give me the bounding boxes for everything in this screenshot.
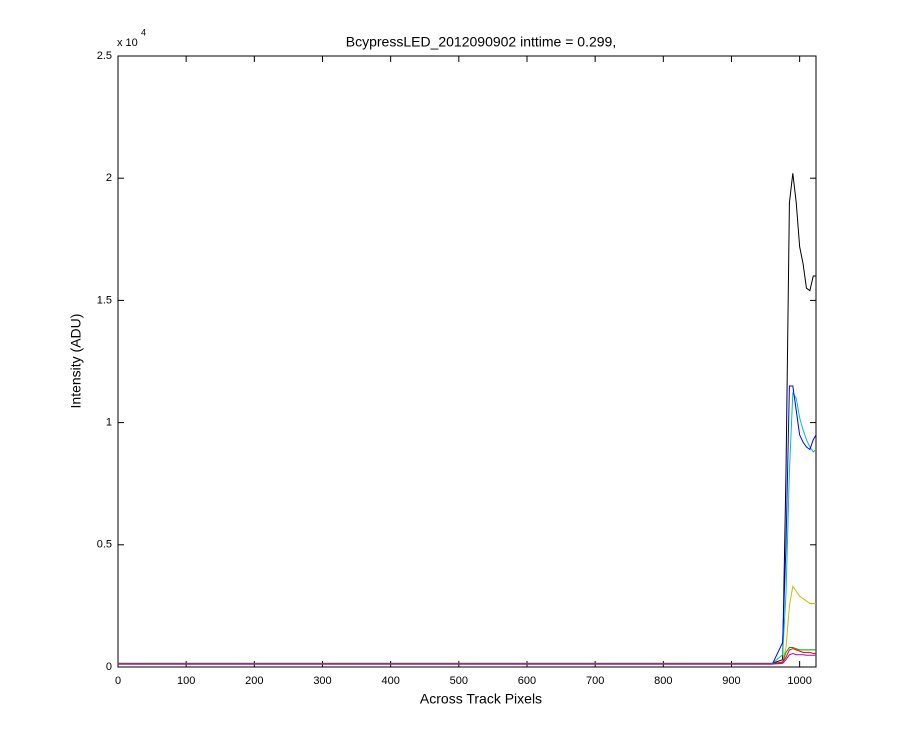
x-tick-label: 300 [313, 675, 331, 687]
x-tick-label: 900 [722, 675, 740, 687]
chart-title: BcypressLED_2012090902 inttime = 0.299, [346, 34, 616, 50]
y-tick-label: 2.5 [97, 50, 112, 62]
y-tick-label: 0 [106, 661, 112, 673]
x-tick-label: 500 [450, 675, 468, 687]
x-tick-label: 800 [654, 675, 672, 687]
x-tick-label: 700 [586, 675, 604, 687]
x-tick-label: 600 [518, 675, 536, 687]
y-tick-label: 0.5 [97, 539, 112, 551]
y-multiplier-exponent: 4 [141, 27, 146, 37]
y-axis-label: Intensity (ADU) [68, 314, 84, 409]
plot-area [117, 55, 817, 668]
x-tick-label: 200 [245, 675, 263, 687]
x-tick-label: 100 [177, 675, 195, 687]
x-tick-label: 1000 [787, 675, 811, 687]
y-tick-label: 1.5 [97, 294, 112, 306]
y-tick-label: 1 [106, 417, 112, 429]
y-multiplier: x 10 [117, 37, 138, 49]
x-tick-label: 400 [381, 675, 399, 687]
series-line [118, 653, 816, 665]
x-axis-label: Across Track Pixels [420, 691, 542, 707]
x-tick-label: 0 [115, 675, 121, 687]
y-tick-label: 2 [106, 172, 112, 184]
